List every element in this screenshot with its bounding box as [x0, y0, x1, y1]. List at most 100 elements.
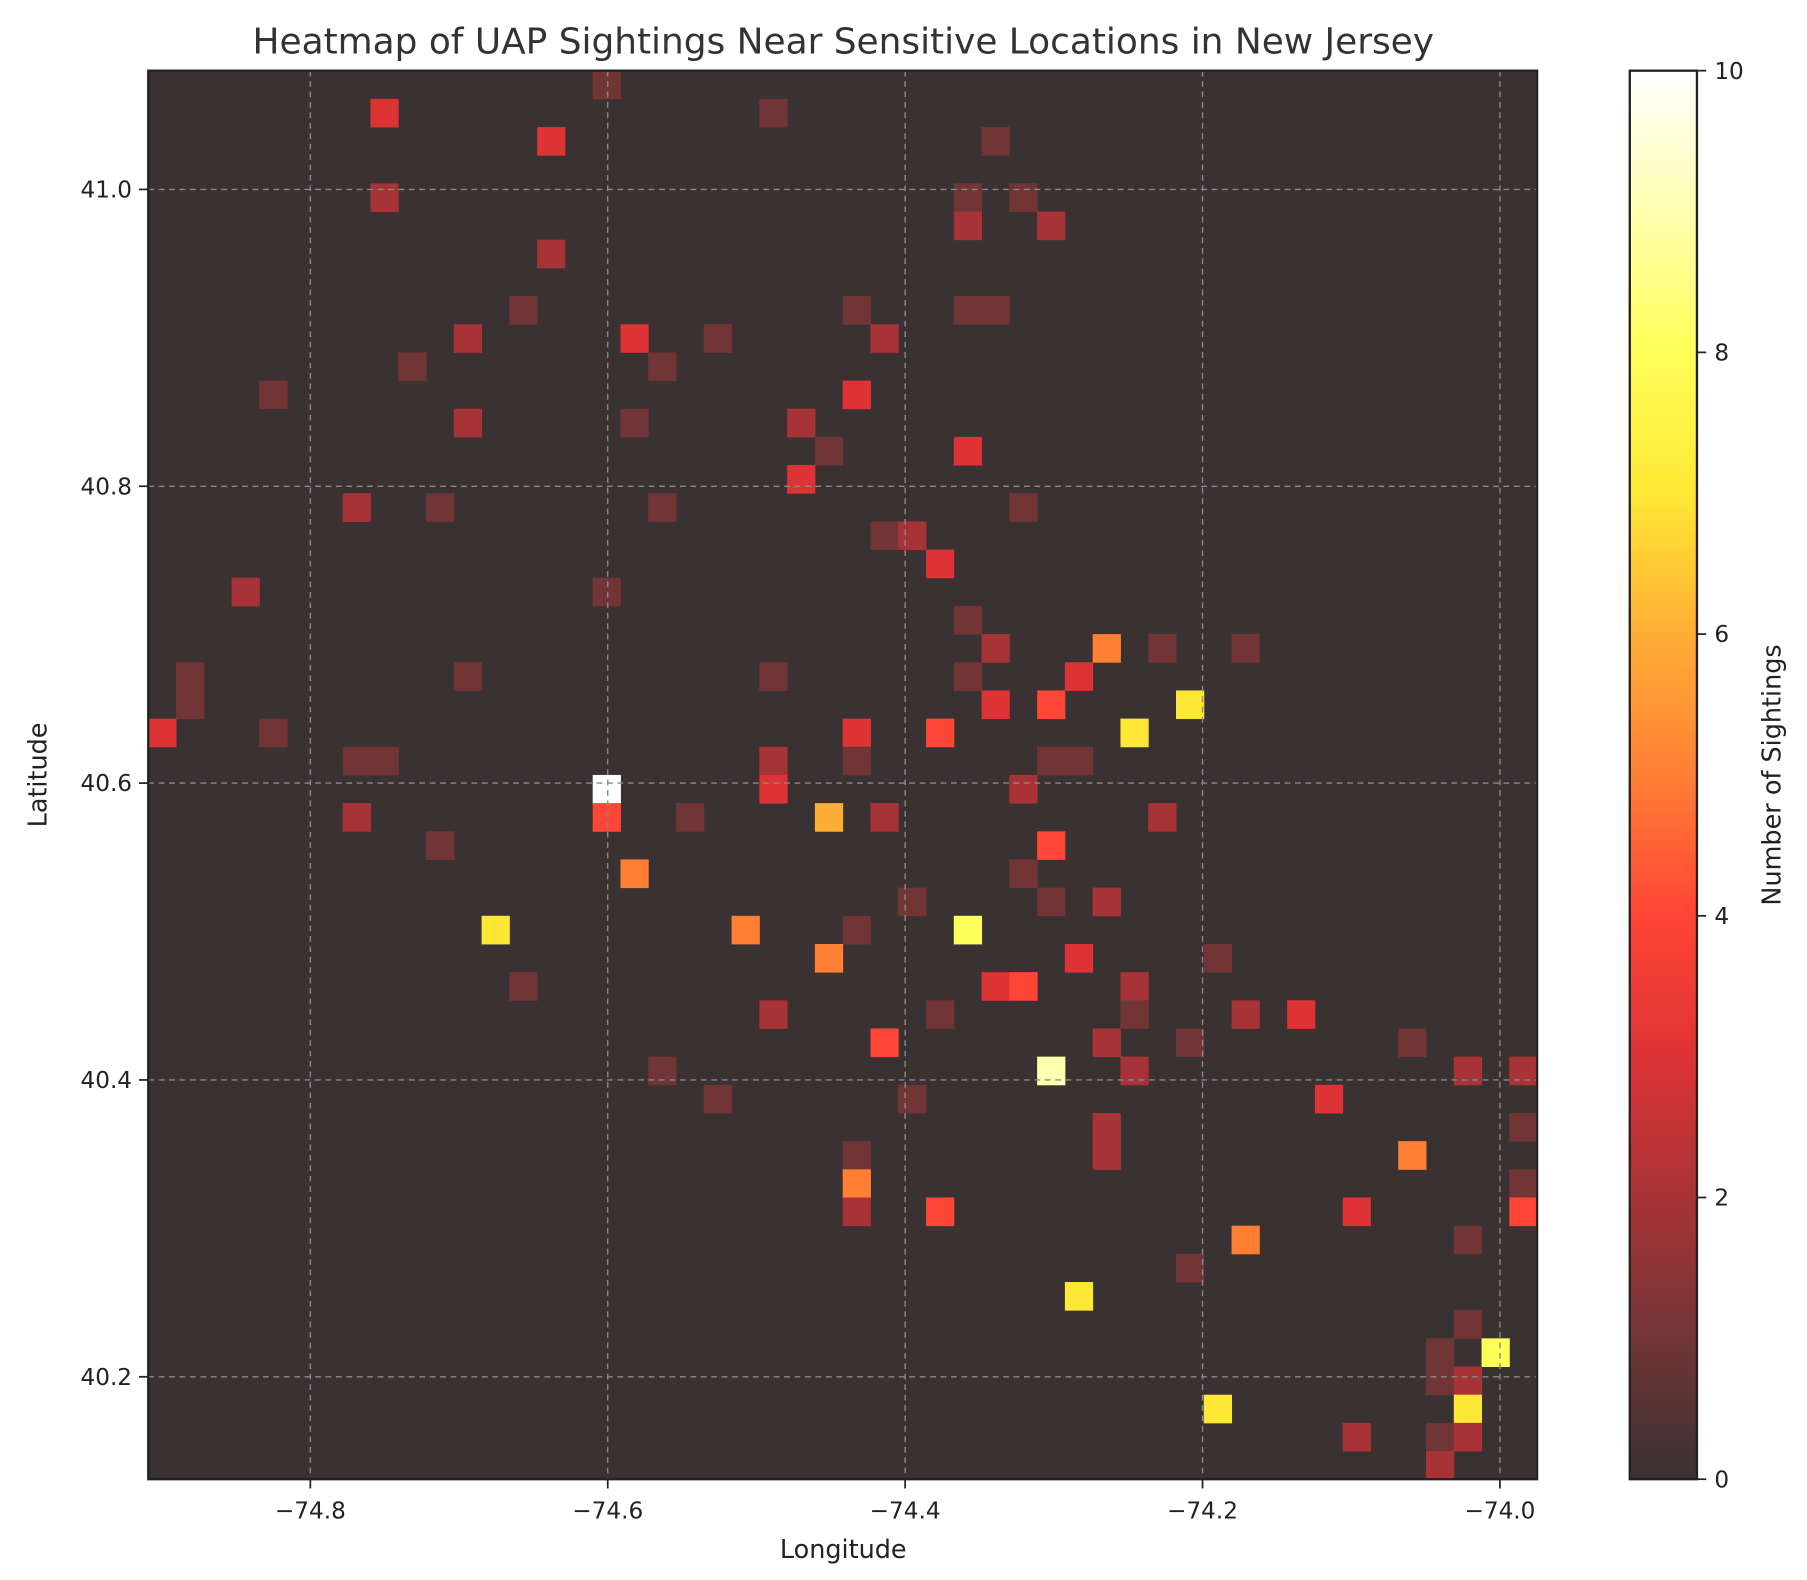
heatmap-cell	[1064, 746, 1094, 776]
heatmap-cell	[1009, 774, 1038, 804]
heatmap-cell	[620, 324, 649, 353]
heatmap-cell	[898, 887, 927, 917]
heatmap-cell	[953, 662, 983, 691]
heatmap-cell	[1481, 1338, 1510, 1367]
heatmap-cell	[370, 98, 399, 128]
colorbar-tick-label: 4	[1714, 904, 1729, 930]
heatmap-cell	[926, 718, 955, 748]
heatmap-cell	[148, 718, 177, 748]
heatmap-cell	[1453, 1366, 1483, 1396]
heatmap-cell	[1453, 1225, 1483, 1255]
heatmap-cell	[1203, 1394, 1233, 1424]
heatmap-cell	[842, 718, 871, 748]
heatmap-cell	[953, 183, 983, 212]
heatmap-cell	[981, 634, 1010, 663]
heatmap-cell	[259, 380, 288, 410]
colorbar-tick-label: 6	[1714, 622, 1729, 648]
heatmap-cell	[898, 1084, 927, 1114]
x-tick-label: −74.0	[1464, 1499, 1535, 1525]
heatmap-cell	[176, 690, 205, 720]
heatmap-cell	[870, 324, 899, 353]
colorbar-tick-label: 8	[1714, 340, 1729, 366]
y-tick-label: 40.4	[80, 1068, 132, 1094]
heatmap-cell	[1426, 1338, 1455, 1367]
heatmap-cell	[1092, 1028, 1121, 1058]
heatmap-cell	[1092, 887, 1121, 917]
heatmap-cell	[1064, 1282, 1094, 1311]
colorbar-tick-label: 2	[1714, 1186, 1729, 1212]
heatmap-cell	[870, 803, 899, 832]
heatmap-cell	[1453, 1310, 1483, 1339]
heatmap-cell	[342, 746, 371, 776]
heatmap-cell	[759, 774, 788, 804]
heatmap-cell	[1037, 831, 1066, 860]
x-tick-label: −74.8	[275, 1499, 346, 1525]
heatmap-cell	[842, 296, 871, 325]
heatmap-cell	[953, 915, 983, 945]
heatmap-cell	[1231, 1000, 1260, 1029]
heatmap-cell	[1009, 859, 1038, 889]
heatmap-cell	[759, 1000, 788, 1029]
heatmap-cell	[953, 296, 983, 325]
heatmap-cell	[1176, 690, 1205, 720]
heatmap-cell	[1176, 1028, 1205, 1058]
heatmap-cell	[592, 70, 621, 100]
plot-area: −74.8 −74.6 −74.4 −74.2 −74.0 40.240.440.640…	[80, 69, 1539, 1525]
heatmap-cell	[1342, 1422, 1371, 1452]
heatmap-cell	[1037, 211, 1066, 241]
heatmap-cell	[1509, 1112, 1538, 1142]
heatmap-cell	[759, 746, 788, 776]
colorbar-tick-label: 10	[1714, 59, 1743, 85]
heatmap-cell	[1203, 943, 1233, 973]
heatmap-cell	[814, 803, 844, 832]
plot-frame	[147, 69, 1539, 1481]
heatmap-cell	[814, 943, 844, 973]
heatmap-cell	[953, 436, 983, 466]
heatmap-cell	[453, 662, 483, 691]
heatmap-cell	[787, 408, 816, 438]
heatmap-cell	[592, 774, 621, 804]
heatmap-cell	[453, 408, 483, 438]
heatmap-cell	[870, 1028, 899, 1058]
heatmap-cell	[592, 803, 621, 832]
heatmap-cell	[1453, 1056, 1483, 1086]
heatmap-cell	[1509, 1169, 1538, 1198]
y-tick-label: 40.8	[80, 474, 132, 500]
heatmap-cell	[1092, 634, 1121, 663]
heatmap-cell	[1009, 183, 1038, 212]
heatmap-cell	[1453, 1394, 1483, 1424]
heatmap-cell	[1509, 1197, 1538, 1227]
heatmap-cell	[1314, 1084, 1344, 1114]
heatmap-cell	[676, 803, 705, 832]
heatmap-cell	[981, 296, 1010, 325]
heatmap-cell	[1398, 1028, 1427, 1058]
heatmap-cell	[842, 380, 871, 410]
heatmap-cell	[620, 859, 649, 889]
heatmap-cell	[537, 127, 566, 156]
heatmap-cell	[1231, 634, 1260, 663]
heatmap-cell	[981, 690, 1010, 720]
colorbar: 0 2 4 6 8 10 Number of Sightings	[1628, 59, 1787, 1493]
heatmap-cell	[926, 1000, 955, 1029]
heatmap-cell	[1037, 887, 1066, 917]
heatmap-cells	[148, 70, 1538, 1480]
heatmap-cell	[953, 211, 983, 241]
heatmap-cell	[426, 493, 455, 522]
heatmap-cell	[453, 324, 483, 353]
heatmap-cell	[592, 577, 621, 607]
heatmap-cell	[953, 605, 983, 635]
heatmap-cell	[1064, 943, 1094, 973]
y-tick-label: 41.0	[80, 178, 132, 204]
heatmap-cell	[981, 972, 1010, 1001]
y-axis-label: Latitude	[23, 723, 53, 828]
heatmap-cell	[1037, 690, 1066, 720]
heatmap-cell	[426, 831, 455, 860]
heatmap-cell	[176, 662, 205, 691]
grid-lines	[148, 70, 1538, 1480]
heatmap-cell	[648, 493, 677, 522]
x-tick-label: −74.4	[870, 1499, 941, 1525]
heatmap-cell	[1009, 493, 1038, 522]
heatmap-cell	[1064, 662, 1094, 691]
heatmap-cell	[703, 324, 733, 353]
